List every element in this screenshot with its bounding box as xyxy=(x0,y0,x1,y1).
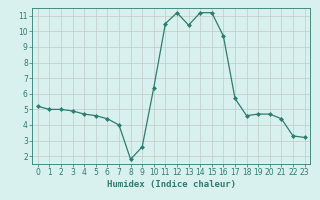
X-axis label: Humidex (Indice chaleur): Humidex (Indice chaleur) xyxy=(107,180,236,189)
